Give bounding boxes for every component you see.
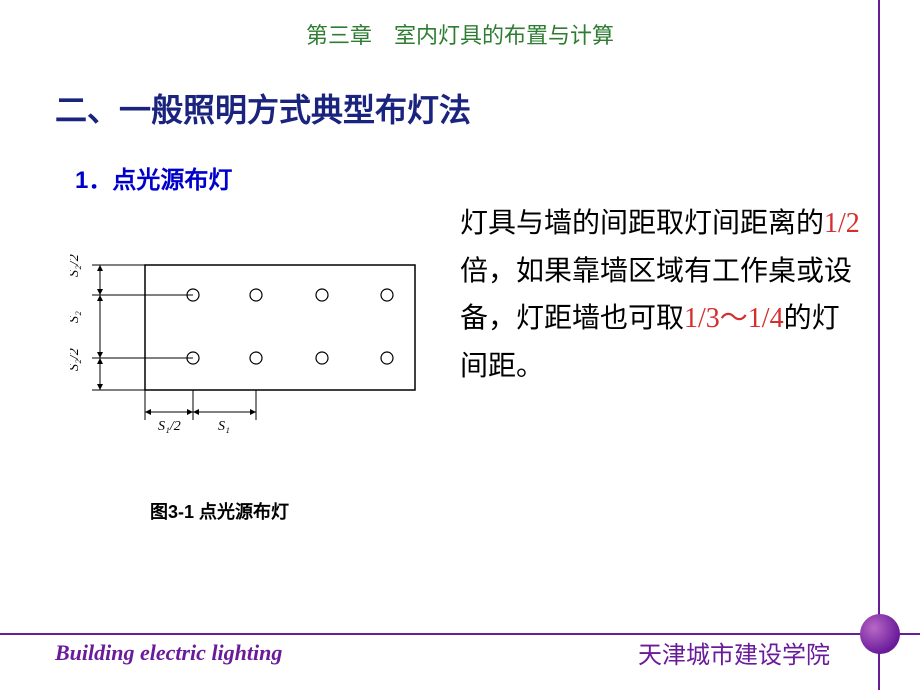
diagram-point-light: S₁/2 S₁ S₂/2 S₂ S₂/2 bbox=[70, 250, 440, 450]
body-text: 灯具与墙的间距取灯间距离的1/2倍，如果靠墙区域有工作桌或设备，灯距墙也可取1/… bbox=[460, 200, 860, 390]
footer-right: 天津城市建设学院 bbox=[638, 635, 830, 670]
figure-caption: 图3-1 点光源布灯 bbox=[150, 498, 289, 524]
section-title: 二、一般照明方式典型布灯法 bbox=[55, 85, 471, 131]
decor-circle bbox=[860, 614, 900, 654]
svg-text:S₂: S₂ bbox=[70, 311, 82, 323]
subsection-title: 1．点光源布灯 bbox=[75, 160, 232, 195]
svg-text:S₂/2: S₂/2 bbox=[70, 348, 82, 371]
chapter-title: 第三章 室内灯具的布置与计算 bbox=[0, 18, 920, 50]
fraction-text: 1/3～1/4 bbox=[684, 303, 784, 334]
svg-text:S₁/2: S₁/2 bbox=[158, 419, 181, 434]
footer-left: Building electric lighting bbox=[55, 640, 282, 666]
svg-text:S₂/2: S₂/2 bbox=[70, 254, 82, 277]
decor-vertical-line bbox=[878, 0, 880, 690]
fraction-text: 1/2 bbox=[824, 208, 860, 239]
text-fragment: 灯具与墙的间距取灯间距离的 bbox=[460, 208, 824, 239]
svg-text:S₁: S₁ bbox=[218, 419, 230, 434]
